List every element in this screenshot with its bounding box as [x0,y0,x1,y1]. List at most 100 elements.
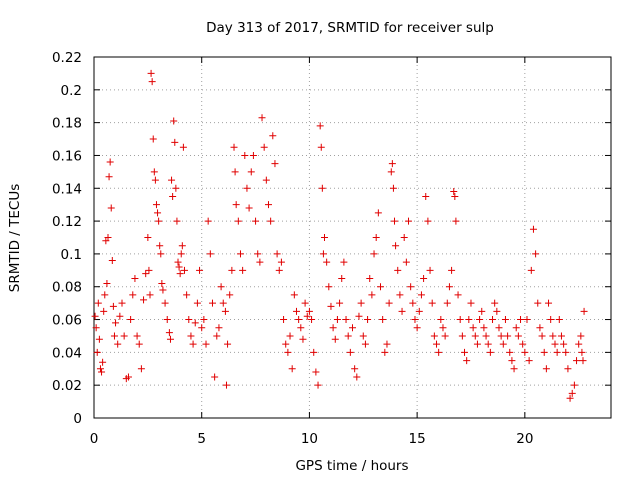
data-point [529,225,537,233]
data-point [118,299,126,307]
data-point [323,258,331,266]
data-point [331,335,339,343]
data-point [200,316,208,324]
data-point [202,340,210,348]
data-point [112,319,120,327]
data-point [159,286,167,294]
data-point [478,307,486,315]
data-point [231,168,239,176]
data-point [176,270,184,278]
data-point [226,291,234,299]
y-tick-label: 0.08 [52,280,82,296]
data-point [430,332,438,340]
data-point [303,312,311,320]
data-point [493,307,501,315]
data-point [317,143,325,151]
data-point [527,266,535,274]
data-point [506,348,514,356]
data-point [173,217,181,225]
data-point [166,335,174,343]
data-point [578,348,586,356]
data-point [549,332,557,340]
data-point [482,332,490,340]
data-point [407,283,415,291]
data-point [120,332,128,340]
data-point [171,138,179,146]
data-point [353,373,361,381]
data-point [344,332,352,340]
data-point [409,299,417,307]
data-point [439,324,447,332]
data-point [398,307,406,315]
data-point [108,256,116,264]
data-point [551,340,559,348]
y-tick-label: 0.06 [52,313,82,329]
data-point [196,266,204,274]
data-point [217,283,225,291]
data-point [566,394,574,402]
data-point [420,275,428,283]
data-point [221,307,229,315]
data-point [400,234,408,241]
data-point [545,299,553,307]
data-point [437,316,445,324]
data-point [495,324,503,332]
data-point [560,340,568,348]
data-point [252,217,260,225]
data-point [450,188,458,196]
data-point [174,258,182,266]
data-point [94,299,102,307]
data-point [92,324,100,332]
data-point [241,151,249,159]
data-point [361,340,369,348]
data-point [336,299,344,307]
data-point [451,192,459,200]
data-point [383,340,391,348]
data-point [491,299,499,307]
data-point [463,357,471,365]
data-point [497,332,505,340]
data-point [329,324,337,332]
data-point [465,316,473,324]
data-point [411,316,419,324]
data-point [575,340,583,348]
data-point [435,348,443,356]
data-point [286,332,294,340]
data-point [547,316,555,324]
data-point [101,291,109,299]
data-point [553,348,561,356]
data-point [232,201,240,209]
data-point [284,348,292,356]
data-point [109,302,117,310]
x-tick-label: 5 [197,431,206,447]
data-point [523,316,531,324]
x-tick-label: 15 [409,431,426,447]
data-point [131,275,139,283]
data-point [381,348,389,356]
data-point [247,168,255,176]
data-point [295,316,303,324]
data-point [525,357,533,365]
data-point [254,250,262,258]
data-point [290,291,298,299]
data-point [391,217,399,225]
data-point [489,316,497,324]
data-point [512,324,520,332]
data-point [476,316,484,324]
data-point [189,340,197,348]
axis-ticks: 0 0.02 0.04 0.06 0.08 0.1 0.12 0.14 0.16 0.18 0.2 0… [52,50,611,447]
data-point [480,324,488,332]
data-point [320,234,328,241]
y-tick-label: 0 [73,411,82,427]
data-point [310,348,318,356]
data-point [405,217,413,225]
data-point [473,340,481,348]
data-point [169,192,177,200]
data-point [340,258,348,266]
data-point [517,316,525,324]
data-point [260,143,268,151]
plot-frame [93,56,612,419]
data-point [249,151,257,159]
data-point [264,201,272,209]
data-point [230,143,238,151]
